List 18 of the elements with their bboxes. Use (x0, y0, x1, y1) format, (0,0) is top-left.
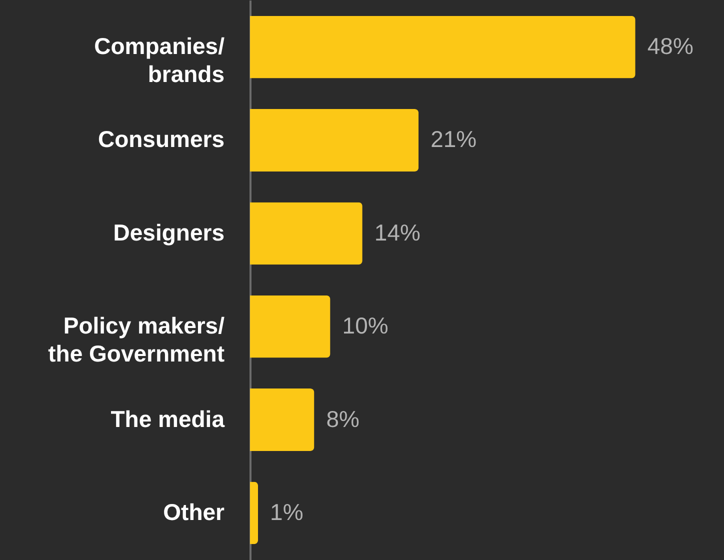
data-label: 1% (270, 498, 304, 525)
data-label: 48% (647, 33, 694, 60)
bar (250, 109, 419, 172)
data-label: 21% (430, 126, 477, 152)
bar (250, 388, 314, 451)
y-tick-label: Other (163, 498, 225, 525)
y-tick-label: Policy makers/ the Government (48, 312, 226, 367)
data-label: 14% (374, 219, 420, 246)
data-label: 10% (342, 312, 388, 339)
bar (250, 482, 258, 544)
data-label: 8% (326, 406, 360, 432)
y-tick-label: Designers (113, 219, 224, 246)
y-tick-label: Consumers (98, 126, 224, 152)
bar (250, 295, 330, 358)
y-tick-label: The media (110, 406, 225, 432)
bar (250, 16, 636, 78)
y-tick-label: Companies/ brands (94, 33, 226, 88)
bar (250, 202, 362, 265)
